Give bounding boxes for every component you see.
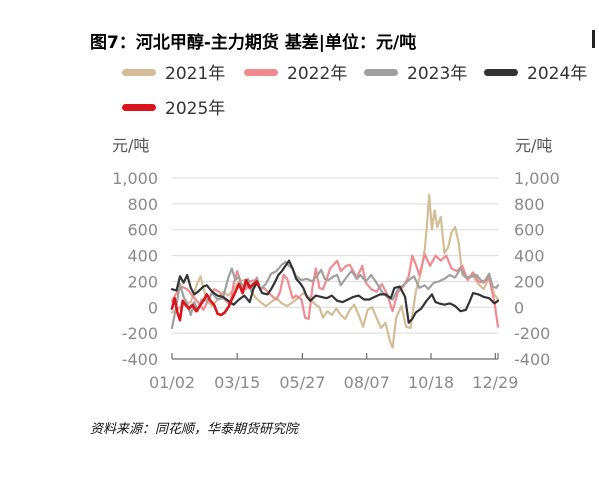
y-left-tick-label-7: 1,000: [112, 169, 158, 188]
x-tick-label-4: 10/18: [408, 373, 454, 392]
y-left-tick-label-0: -400: [122, 350, 158, 369]
legend-label-2: 2023年: [407, 64, 467, 84]
x-tick-label-0: 01/02: [149, 373, 195, 392]
legend-swatch-4: [122, 104, 156, 111]
legend-swatch-3: [484, 69, 518, 76]
x-tick-label-2: 05/27: [279, 373, 325, 392]
y-right-tick-label-1: -200: [514, 324, 550, 343]
legend-swatch-0: [122, 69, 156, 76]
source-note: 资料来源：同花顺，华泰期货研究院: [90, 422, 299, 437]
y-left-tick-label-6: 800: [127, 195, 158, 214]
legend-label-3: 2024年: [527, 64, 587, 84]
legend-label-1: 2022年: [287, 64, 347, 84]
y-right-tick-label-4: 400: [514, 247, 545, 266]
axes: 01/02 03/15 05/27 08/07 10/18 12/29 -400 -400 -2…: [112, 136, 560, 392]
series-group: [170, 193, 500, 349]
y-left-tick-label-2: 0: [148, 298, 158, 317]
y-right-tick-label-2: 0: [514, 298, 524, 317]
y-left-tick-label-4: 400: [127, 247, 158, 266]
series-line-2: [170, 260, 500, 330]
y-right-tick-label-0: -400: [514, 350, 550, 369]
y-left-unit-label: 元/吨: [112, 136, 149, 155]
y-left-tick-label-5: 600: [127, 221, 158, 240]
y-right-tick-label-6: 800: [514, 195, 545, 214]
legend-swatch-1: [244, 69, 278, 76]
legend-label-0: 2021年: [165, 64, 225, 84]
y-right-tick-label-5: 600: [514, 221, 545, 240]
y-right-unit-label: 元/吨: [515, 136, 552, 155]
series-line-1: [170, 253, 500, 328]
y-right-tick-label-7: 1,000: [514, 169, 560, 188]
legend-label-4: 2025年: [165, 99, 225, 119]
y-left-tick-label-3: 200: [127, 272, 158, 291]
x-tick-label-3: 08/07: [344, 373, 390, 392]
chart-title: 图7：河北甲醇-主力期货 基差|单位：元/吨: [90, 33, 417, 53]
legend: 2021年 2022年 2023年 2024年 2025年: [122, 64, 587, 119]
legend-swatch-2: [364, 69, 398, 76]
edge-mark: [592, 30, 595, 48]
x-tick-label-1: 03/15: [214, 373, 260, 392]
series-line-4: [170, 278, 260, 322]
x-tick-label-5: 12/29: [472, 373, 518, 392]
series-line-0: [170, 193, 500, 349]
series-line-3: [170, 259, 500, 324]
y-right-tick-label-3: 200: [514, 272, 545, 291]
y-left-tick-label-1: -200: [122, 324, 158, 343]
